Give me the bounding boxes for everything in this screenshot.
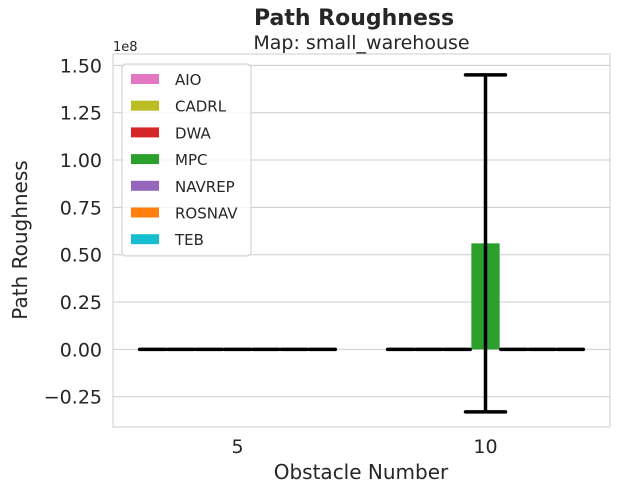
legend-label-rosnav: ROSNAV [175,205,238,223]
y-tick-label: 1.00 [60,150,102,172]
legend-swatch-dwa [131,127,159,138]
y-tick-label: 0.50 [60,245,102,267]
y-tick-label: 0.75 [60,197,102,219]
plot-frame [112,53,611,428]
legend-label-cadrl: CADRL [175,98,227,116]
x-tick-labels: 5 10 [231,436,497,458]
legend-label-aio: AIO [175,71,202,89]
y-tick-label: 1.25 [60,103,102,125]
x-axis-label: Obstacle Number [274,460,449,484]
legend-swatch-rosnav [131,207,159,218]
legend-swatch-aio [131,74,159,84]
x-tick-label: 5 [231,436,243,458]
legend: AIO CADRL DWA MPC NAVREP ROSNAV TEB [121,63,252,257]
chart-title: Path Roughness [253,6,455,31]
y-tick-label: 0.25 [60,292,102,314]
y-tick-label: −0.25 [44,387,102,409]
legend-swatch-mpc [131,154,159,165]
legend-swatch-cadrl [131,100,159,111]
legend-swatch-teb [131,234,159,245]
y-tick-labels: −0.25 0.00 0.25 0.50 0.75 1.00 1.25 1.50 [44,55,102,408]
y-axis-label: Path Roughness [8,160,32,319]
legend-label-navrep: NAVREP [175,178,235,196]
y-tick-label: 0.00 [60,339,102,361]
legend-swatch-navrep [131,180,159,191]
x-tick-label: 10 [473,436,497,458]
legend-label-teb: TEB [174,231,204,249]
y-tick-label: 1.50 [60,55,102,77]
y-offset-label: 1e8 [113,40,138,55]
error-bars [137,73,586,414]
legend-label-dwa: DWA [175,124,212,142]
legend-label-mpc: MPC [175,151,207,169]
chart-subtitle: Map: small_warehouse [253,32,470,54]
error-bar-mpc [463,73,508,414]
